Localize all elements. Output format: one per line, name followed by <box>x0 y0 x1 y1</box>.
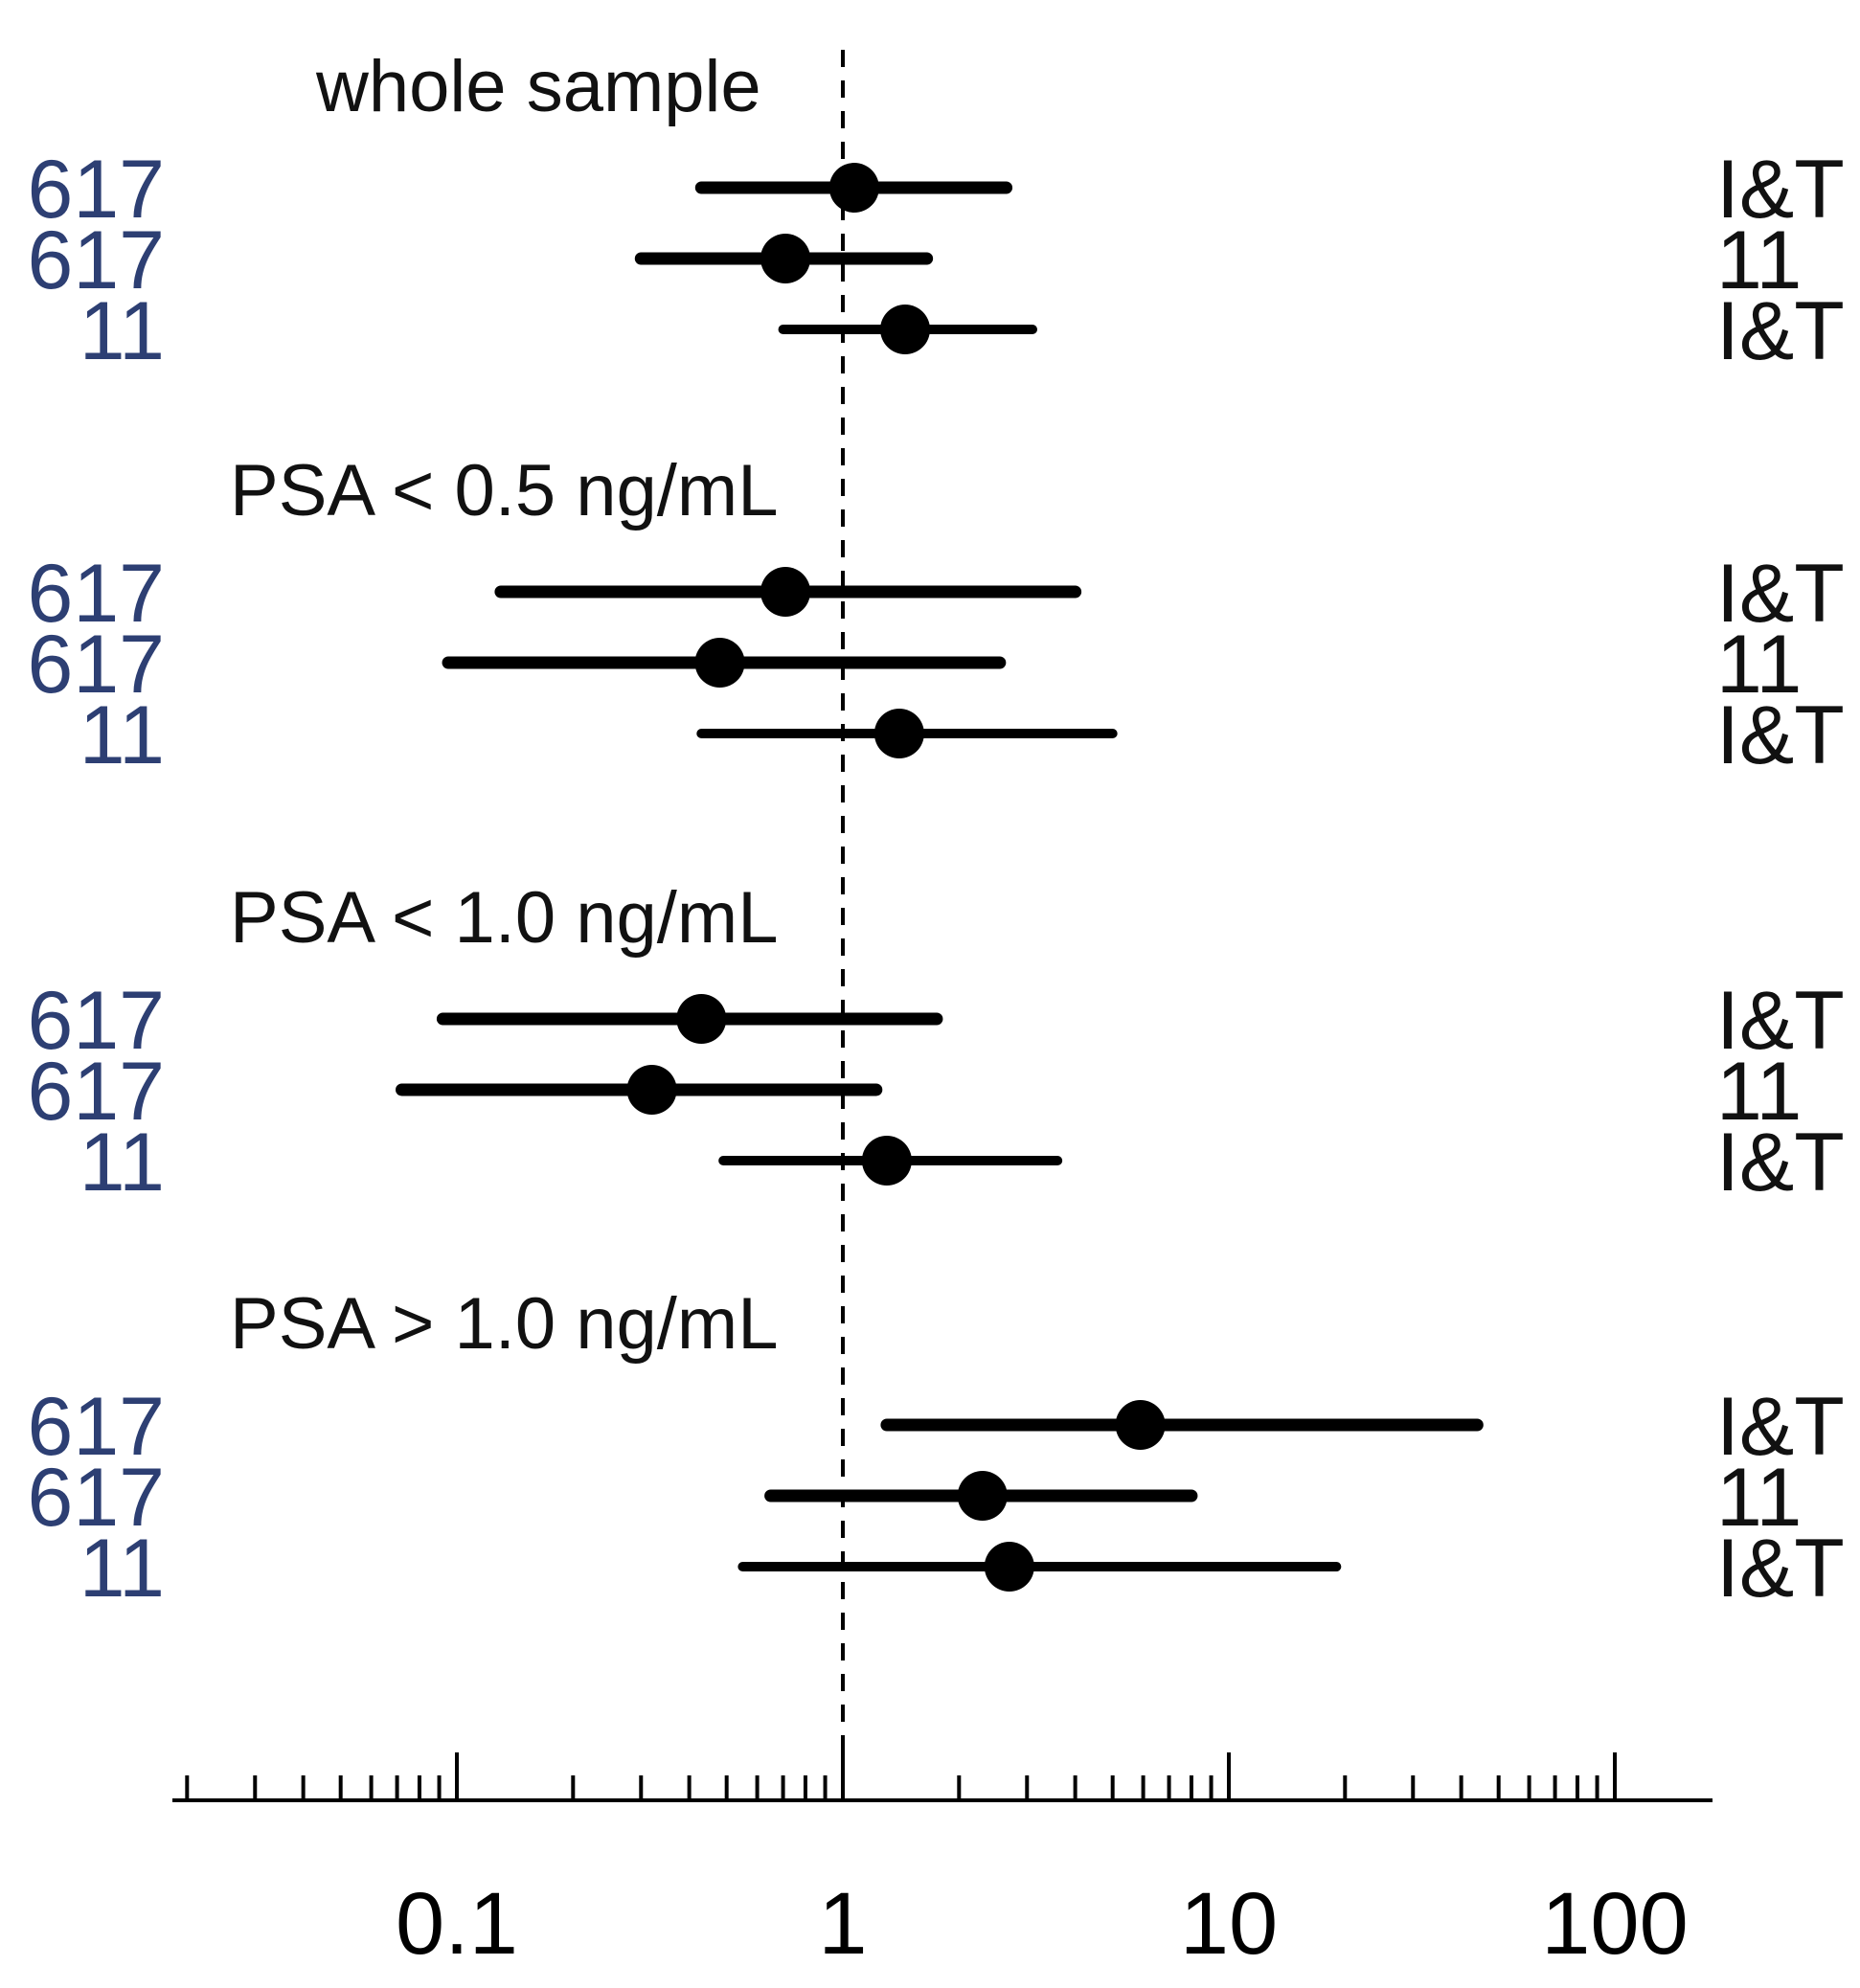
row-left-label: 617 <box>28 548 166 640</box>
estimate-point <box>873 709 924 758</box>
row-right-label: I&T <box>1716 144 1845 236</box>
row-left-label: 11 <box>79 689 165 781</box>
row-left-label: 11 <box>79 285 165 377</box>
row-left-label: 617 <box>28 215 166 306</box>
row-right-label: 11 <box>1716 619 1802 711</box>
estimate-point <box>828 163 879 213</box>
estimate-point <box>626 1065 677 1115</box>
x-tick-label: 0.1 <box>396 1875 518 1973</box>
row-right-label: I&T <box>1716 689 1845 781</box>
row-right-label: 11 <box>1716 1452 1802 1544</box>
row-right-label: I&T <box>1716 975 1845 1067</box>
group-title: PSA < 1.0 ng/mL <box>230 877 779 959</box>
x-tick-label: 1 <box>818 1875 867 1973</box>
row-right-label: I&T <box>1716 1381 1845 1473</box>
row-left-label: 11 <box>79 1523 165 1615</box>
x-tick-label: 100 <box>1541 1875 1689 1973</box>
estimate-point <box>676 994 727 1044</box>
row-left-label: 617 <box>28 619 166 711</box>
estimate-point <box>880 305 931 354</box>
estimate-point <box>760 567 811 617</box>
row-right-label: I&T <box>1716 285 1845 377</box>
row-left-label: 617 <box>28 1381 166 1473</box>
row-left-label: 11 <box>79 1117 165 1209</box>
row-right-label: I&T <box>1716 1117 1845 1209</box>
estimate-point <box>694 638 745 688</box>
row-right-label: 11 <box>1716 215 1802 306</box>
group-title: PSA < 0.5 ng/mL <box>230 450 779 531</box>
estimate-point <box>760 234 811 283</box>
row-right-label: 11 <box>1716 1046 1802 1138</box>
group-title: whole sample <box>315 46 761 127</box>
estimate-point <box>861 1136 912 1186</box>
row-left-label: 617 <box>28 144 166 236</box>
row-left-label: 617 <box>28 1046 166 1138</box>
estimate-point <box>1115 1400 1166 1450</box>
row-left-label: 617 <box>28 975 166 1067</box>
row-right-label: I&T <box>1716 1523 1845 1615</box>
group-title: PSA > 1.0 ng/mL <box>230 1283 779 1365</box>
estimate-point <box>957 1471 1008 1521</box>
row-right-label: I&T <box>1716 548 1845 640</box>
x-tick-label: 10 <box>1180 1875 1278 1973</box>
row-left-label: 617 <box>28 1452 166 1544</box>
estimate-point <box>984 1542 1034 1592</box>
